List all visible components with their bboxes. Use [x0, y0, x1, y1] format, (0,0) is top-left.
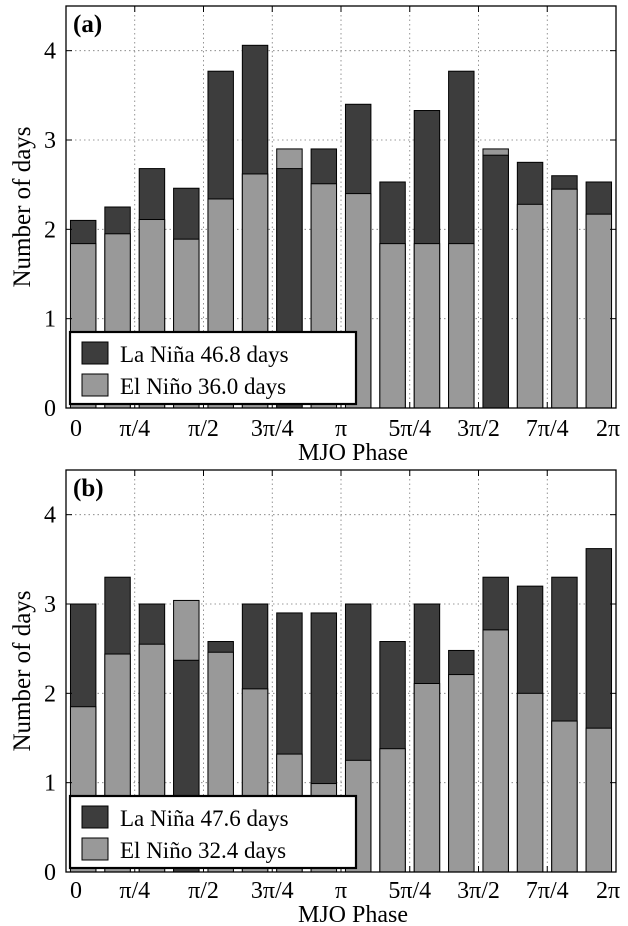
grid-lines [66, 6, 616, 408]
y-tick-label: 0 [44, 860, 56, 886]
x-tick-label: 3π/4 [251, 878, 294, 904]
x-tick-label: π [335, 878, 347, 904]
panel-label: (b) [73, 475, 104, 502]
el-nino-bar [448, 674, 475, 873]
chart-panel-1: 0 π/4 π/2 3π/4 π 5π/4 3π/2 7π/4 2π 0 1 2 3 4 MJO Phase… [9, 5, 620, 466]
x-tick-label: 2π [596, 416, 620, 442]
x-tick-labels: 0 π/4 π/2 3π/4 π 5π/4 3π/2 7π/4 2π [70, 416, 620, 442]
el-nino-bar [551, 188, 578, 409]
el-nino-bar [413, 243, 441, 409]
legend-swatch [81, 341, 109, 365]
x-tick-label: 0 [70, 416, 82, 442]
legend-box [68, 330, 358, 406]
la-nina-bar [482, 154, 509, 409]
legend-entry: La Niña 46.8 days [120, 342, 289, 367]
x-tick-label: 7π/4 [526, 878, 569, 904]
y-tick-label: 1 [44, 307, 56, 333]
y-tick-label: 0 [44, 396, 56, 422]
legend-swatch [81, 805, 109, 829]
x-tick-label: 2π [596, 878, 620, 904]
y-tick-label: 2 [44, 681, 56, 707]
y-tick-label: 2 [44, 217, 56, 243]
x-tick-label: 3π/2 [457, 416, 500, 442]
legend-entry: El Niño 36.0 days [120, 374, 286, 399]
el-nino-bar [516, 203, 544, 409]
legend-box [68, 794, 358, 870]
x-tick-label: 3π/4 [251, 416, 294, 442]
y-axis-label: Number of days [9, 126, 36, 287]
legend-swatch [81, 837, 109, 861]
x-axis-label: MJO Phase [298, 440, 408, 466]
x-tick-label: 3π/2 [457, 878, 500, 904]
el-nino-bar [448, 243, 475, 409]
x-tick-label: 7π/4 [526, 416, 569, 442]
y-tick-labels: 0 1 2 3 4 [44, 503, 56, 886]
el-nino-bar [379, 748, 406, 873]
legend: La Niña 47.6 days El Niño 32.4 days [68, 794, 358, 870]
el-nino-bar [585, 213, 613, 409]
legend: La Niña 46.8 days El Niño 36.0 days [68, 330, 358, 406]
x-tick-label: 5π/4 [388, 416, 431, 442]
x-tick-label: 0 [70, 878, 82, 904]
x-tick-labels: 0 π/4 π/2 3π/4 π 5π/4 3π/2 7π/4 2π [70, 878, 620, 904]
y-tick-label: 3 [44, 128, 56, 154]
y-tick-label: 4 [44, 503, 56, 529]
y-tick-label: 3 [44, 592, 56, 618]
x-tick-label: π [335, 416, 347, 442]
y-axis-label: Number of days [9, 590, 36, 751]
panel-label: (a) [73, 11, 102, 38]
x-tick-label: 5π/4 [388, 878, 431, 904]
grid-lines [66, 470, 616, 872]
x-axis-label: MJO Phase [298, 902, 408, 926]
x-tick-label: π/4 [119, 416, 150, 442]
el-nino-bar [379, 243, 406, 409]
legend-entry: La Niña 47.6 days [120, 806, 289, 831]
el-nino-bar [516, 692, 544, 873]
x-tick-label: π/4 [119, 878, 150, 904]
y-tick-label: 1 [44, 771, 56, 797]
el-nino-bar [585, 727, 613, 873]
el-nino-bar [482, 629, 509, 873]
x-tick-label: π/2 [188, 416, 219, 442]
el-nino-bar [551, 720, 578, 873]
y-tick-labels: 0 1 2 3 4 [44, 39, 56, 422]
chart-panel-2: 0 π/4 π/2 3π/4 π 5π/4 3π/2 7π/4 2π 0 1 2 3 4 MJO Phase… [9, 469, 620, 926]
x-tick-label: π/2 [188, 878, 219, 904]
legend-swatch [81, 373, 109, 397]
el-nino-bar [413, 683, 441, 873]
y-tick-label: 4 [44, 39, 56, 65]
legend-entry: El Niño 32.4 days [120, 838, 286, 863]
